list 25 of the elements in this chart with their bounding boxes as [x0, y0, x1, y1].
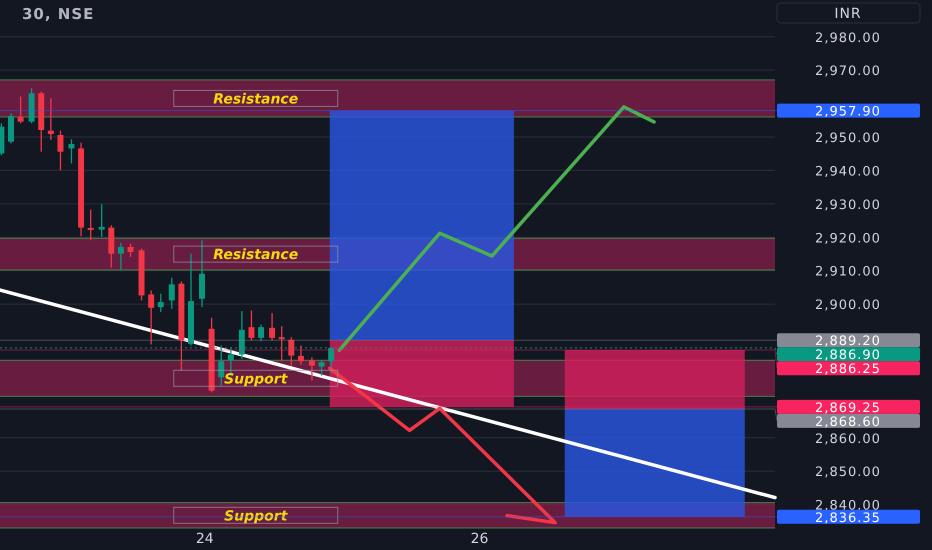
ref-line-label: 2,836.35 — [815, 510, 881, 526]
y-tick-label: 2,950.00 — [815, 131, 881, 146]
ref-line-label: 2,886.25 — [815, 362, 881, 378]
y-tick-label: 2,980.00 — [815, 30, 881, 46]
x-tick-label: 24 — [196, 531, 214, 547]
y-tick-label: 2,970.00 — [815, 64, 881, 80]
band-label: Support — [224, 371, 289, 388]
y-tick-label: 2,910.00 — [815, 264, 881, 280]
y-axis-title: INR — [834, 6, 862, 22]
chart-title: 30, NSE — [22, 5, 94, 23]
ref-line-label: 2,886.90 — [815, 348, 881, 364]
ref-line-label: 2,869.25 — [815, 400, 881, 416]
x-tick-label: 26 — [470, 531, 489, 547]
y-tick-label: 2,920.00 — [815, 231, 881, 246]
ref-line-label: 2,889.20 — [815, 334, 881, 350]
y-tick-label: 2,930.00 — [815, 198, 881, 213]
band-label: Resistance — [213, 91, 298, 108]
y-tick-label: 2,940.00 — [815, 164, 881, 180]
y-tick-label: 2,900.00 — [815, 298, 881, 314]
band-label: Resistance — [213, 247, 298, 264]
ref-line-label: 2,957.90 — [815, 104, 881, 120]
y-tick-label: 2,860.00 — [815, 432, 881, 447]
ref-line-label: 2,868.60 — [815, 414, 881, 430]
band-label: Support — [224, 508, 289, 524]
y-tick-label: 2,850.00 — [815, 465, 881, 480]
